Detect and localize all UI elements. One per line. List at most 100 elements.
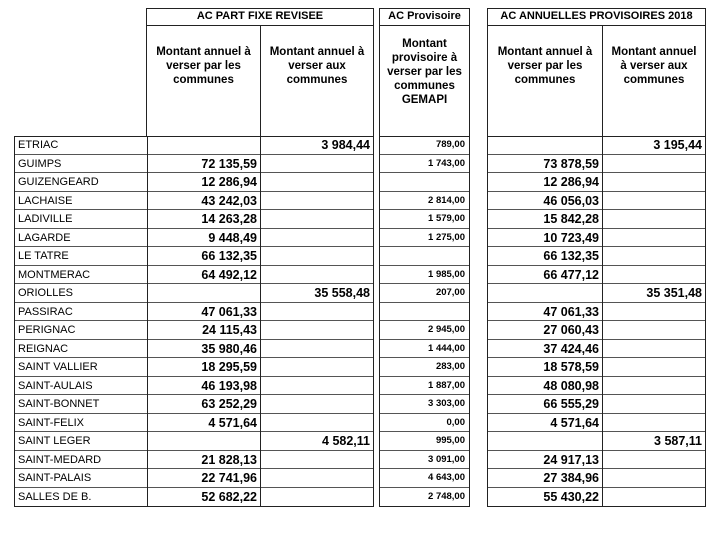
amount-c4 — [488, 432, 602, 451]
amount-c3: 1 743,00 — [380, 155, 469, 173]
amount-c5 — [603, 488, 705, 507]
amount-c3 — [380, 173, 469, 192]
amount-c5 — [603, 395, 705, 414]
commune-name: PERIGNAC — [15, 321, 147, 340]
amount-c5 — [603, 192, 705, 210]
amount-c3: 1 887,00 — [380, 377, 469, 395]
amount-c5: 35 351,48 — [603, 284, 705, 303]
commune-name: LADIVILLE — [15, 210, 147, 229]
amount-c3 — [380, 303, 469, 321]
amount-c3 — [380, 247, 469, 266]
amount-c4: 27 384,96 — [488, 469, 602, 488]
commune-name: PASSIRAC — [15, 303, 147, 321]
amount-c4: 55 430,22 — [543, 489, 599, 504]
commune-name: SAINT-BONNET — [15, 395, 147, 414]
commune-name: ETRIAC — [15, 136, 147, 155]
column-header-c4: Montant annuel à verser par les communes — [497, 46, 593, 86]
amount-c1: 43 242,03 — [148, 192, 260, 210]
amount-c3: 2 814,00 — [380, 192, 469, 210]
commune-name: GUIZENGEARD — [15, 173, 147, 192]
amount-c3: 2 748,00 — [428, 490, 465, 502]
amount-c3: 995,00 — [380, 432, 469, 451]
amount-c2 — [261, 173, 373, 192]
amount-c4: 12 286,94 — [488, 173, 602, 192]
commune-name: SAINT-FELIX — [15, 414, 147, 432]
amount-c4: 18 578,59 — [488, 358, 602, 377]
amount-c4: 37 424,46 — [488, 340, 602, 358]
amount-c4: 10 723,49 — [488, 229, 602, 247]
amount-c1: 66 132,35 — [148, 247, 260, 266]
amount-c1: 72 135,59 — [148, 155, 260, 173]
amount-c5 — [603, 155, 705, 173]
amount-c4: 15 842,28 — [488, 210, 602, 229]
amount-c1 — [148, 432, 260, 451]
amount-c1: 24 115,43 — [148, 321, 260, 340]
commune-name: SAINT LEGER — [15, 432, 147, 451]
amount-c3: 1 275,00 — [380, 229, 469, 247]
provisoire-table-body — [379, 136, 470, 507]
amount-c5 — [603, 340, 705, 358]
amount-c2 — [261, 321, 373, 340]
amount-c5 — [603, 414, 705, 432]
commune-name: SAINT VALLIER — [15, 358, 147, 377]
amount-c4: 4 571,64 — [488, 414, 602, 432]
amount-c4 — [488, 136, 602, 155]
commune-name: MONTMERAC — [15, 266, 147, 284]
amount-c2 — [261, 192, 373, 210]
amount-c3: 1 985,00 — [380, 266, 469, 284]
amount-c2 — [261, 303, 373, 321]
commune-name: SALLES DE B. — [18, 490, 92, 503]
amount-c1: 35 980,46 — [148, 340, 260, 358]
amount-c4: 66 132,35 — [488, 247, 602, 266]
amount-c4: 46 056,03 — [488, 192, 602, 210]
amount-c1: 14 263,28 — [148, 210, 260, 229]
commune-name: REIGNAC — [15, 340, 147, 358]
amount-c5 — [603, 321, 705, 340]
amount-c1: 12 286,94 — [148, 173, 260, 192]
amount-c5 — [603, 210, 705, 229]
amount-c5 — [603, 358, 705, 377]
column-header-c5: Montant annuel à verser aux communes — [611, 46, 697, 86]
amount-c1: 4 571,64 — [148, 414, 260, 432]
amount-c2 — [261, 266, 373, 284]
amount-c2 — [261, 451, 373, 469]
amount-c1 — [148, 136, 260, 155]
divider — [260, 26, 261, 136]
commune-name: SAINT-PALAIS — [15, 469, 147, 488]
amount-c5 — [603, 451, 705, 469]
commune-name: SAINT-AULAIS — [15, 377, 147, 395]
divider — [602, 26, 603, 136]
commune-name: SAINT-MEDARD — [15, 451, 147, 469]
main-table-body — [14, 136, 374, 507]
amount-c2: 3 984,44 — [261, 136, 373, 155]
amount-c2: 4 582,11 — [261, 432, 373, 451]
amount-c4: 47 061,33 — [488, 303, 602, 321]
divider — [260, 136, 261, 507]
amount-c1: 46 193,98 — [148, 377, 260, 395]
amount-c2: 35 558,48 — [261, 284, 373, 303]
commune-name: LE TATRE — [15, 247, 147, 266]
amount-c1: 63 252,29 — [148, 395, 260, 414]
amount-c5 — [603, 266, 705, 284]
amount-c1: 64 492,12 — [148, 266, 260, 284]
annuelles-table-body — [487, 136, 706, 507]
column-header-c3: Montant provisoire à verser par les comm… — [387, 38, 462, 106]
commune-name: GUIMPS — [15, 155, 147, 173]
amount-c4: 27 060,43 — [488, 321, 602, 340]
amount-c5 — [603, 247, 705, 266]
amount-c2 — [261, 414, 373, 432]
group-header-provisoire: AC Provisoire — [379, 8, 470, 26]
amount-c4 — [488, 284, 602, 303]
amount-c1 — [148, 284, 260, 303]
amount-c1: 21 828,13 — [148, 451, 260, 469]
commune-name: LACHAISE — [15, 192, 147, 210]
amount-c3: 0,00 — [380, 414, 469, 432]
amount-c4: 73 878,59 — [488, 155, 602, 173]
amount-c1: 47 061,33 — [148, 303, 260, 321]
amount-c3: 1 579,00 — [380, 210, 469, 229]
amount-c5 — [603, 173, 705, 192]
amount-c2 — [261, 247, 373, 266]
amount-c5: 3 195,44 — [603, 136, 705, 155]
amount-c3: 4 643,00 — [380, 469, 469, 488]
amount-c3: 3 303,00 — [380, 395, 469, 414]
